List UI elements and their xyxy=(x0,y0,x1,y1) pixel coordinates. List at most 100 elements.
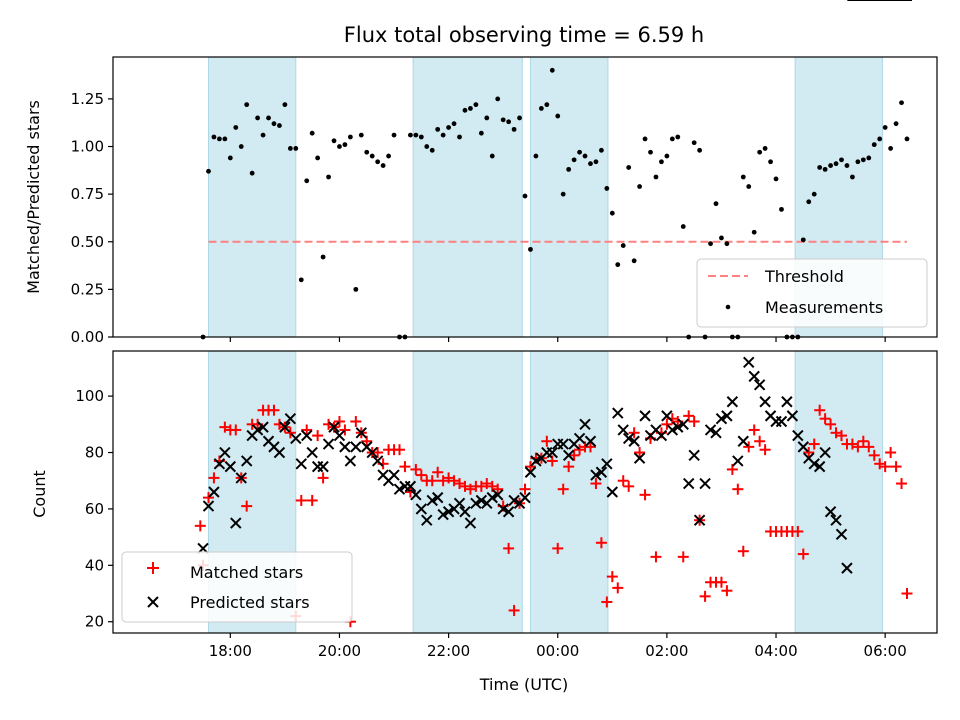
predicted-point xyxy=(737,435,749,447)
matched-point xyxy=(339,424,351,436)
predicted-point xyxy=(322,438,335,450)
predicted-point xyxy=(628,435,640,447)
y-tick-label: 1.00 xyxy=(71,138,104,156)
matched-point xyxy=(590,478,602,490)
predicted-point xyxy=(284,412,297,425)
measurement-point xyxy=(495,96,501,102)
y-tick-label: 0.25 xyxy=(71,280,104,298)
matched-point xyxy=(857,435,869,447)
measurement-point xyxy=(659,159,664,165)
predicted-point xyxy=(612,407,624,419)
predicted-point xyxy=(295,458,307,470)
predicted-point xyxy=(328,421,340,433)
predicted-point xyxy=(824,506,837,518)
measurement-point xyxy=(566,166,572,172)
predicted-point xyxy=(344,455,357,467)
measurement-point xyxy=(571,157,577,163)
matched-legend-swatch xyxy=(147,562,159,574)
measurement-point xyxy=(555,113,561,119)
predicted-point xyxy=(579,418,591,431)
matched-point xyxy=(563,461,575,473)
measurement-point xyxy=(860,157,866,163)
measurement-point xyxy=(478,130,484,136)
predicted-point xyxy=(355,427,367,439)
predicted-point xyxy=(524,466,537,478)
predicted-point xyxy=(388,469,400,481)
measurement-point xyxy=(517,115,522,121)
predicted-point xyxy=(410,489,422,501)
matched-point xyxy=(350,416,362,427)
predicted-point xyxy=(606,486,619,498)
measurement-point xyxy=(899,100,904,106)
measurement-point xyxy=(511,126,517,132)
measurement-point xyxy=(800,237,806,243)
measurement-point xyxy=(708,241,713,247)
shaded-interval xyxy=(207,56,297,338)
predicted-point xyxy=(633,452,646,464)
matched-point xyxy=(595,537,607,549)
matched-point xyxy=(797,548,809,560)
measurement-point xyxy=(484,115,490,121)
x-tick-label: 00:00 xyxy=(536,642,579,660)
measurement-point xyxy=(320,254,326,260)
predicted-point xyxy=(792,429,804,442)
measurement-point xyxy=(375,159,381,165)
predicted-point xyxy=(213,458,226,470)
predicted-point xyxy=(339,441,351,453)
measurement-point xyxy=(806,199,812,205)
shaded-interval xyxy=(412,56,523,338)
predicted-point xyxy=(431,491,444,504)
matched-point xyxy=(230,424,242,436)
predicted-point xyxy=(202,500,215,512)
measurement-point xyxy=(217,136,222,142)
matched-point xyxy=(415,469,427,481)
measurement-point xyxy=(255,115,261,121)
measurement-point xyxy=(877,136,883,142)
predicted-point xyxy=(655,429,668,442)
predicted-point xyxy=(726,396,739,408)
measurement-point xyxy=(538,106,544,111)
predicted-point xyxy=(317,460,329,473)
predicted-point xyxy=(677,418,689,431)
measurement-point xyxy=(260,132,266,138)
predicted-point xyxy=(710,427,722,439)
x-axis-label: Time (UTC) xyxy=(479,675,568,694)
measurement-point xyxy=(850,174,855,180)
measurement-point xyxy=(386,153,391,159)
matched-point xyxy=(503,542,515,554)
bottom-y-axis-label: Count xyxy=(30,470,49,518)
measurement-point xyxy=(757,149,763,155)
matched-point xyxy=(699,590,711,602)
matched-point xyxy=(492,483,504,495)
predicted-point xyxy=(835,528,848,541)
matched-point xyxy=(541,435,553,447)
measurement-point xyxy=(413,132,419,138)
y-tick-label: 40 xyxy=(85,556,104,574)
matched-point xyxy=(524,461,536,473)
measurement-point xyxy=(326,174,331,180)
matched-point xyxy=(508,604,520,616)
predicted-point xyxy=(601,458,613,470)
predicted-point xyxy=(683,477,695,490)
predicted-point xyxy=(622,432,635,445)
top-legend-box xyxy=(696,258,928,328)
shaded-interval xyxy=(794,350,883,634)
predicted-point xyxy=(841,562,853,574)
predicted-point xyxy=(819,446,831,459)
matched-point xyxy=(743,441,755,453)
measurement-point xyxy=(391,132,397,138)
top-y-axis-label: Matched/Predicted stars xyxy=(24,100,43,294)
predicted-point xyxy=(808,458,820,470)
measurement-point xyxy=(866,155,872,161)
measurement-point xyxy=(249,170,255,176)
measurement-point xyxy=(238,144,244,149)
measurement-point xyxy=(424,144,430,149)
predicted-point xyxy=(781,396,793,408)
measurement-point xyxy=(773,176,779,182)
matched-point xyxy=(519,483,531,495)
predicted-point xyxy=(770,415,782,428)
measurement-point xyxy=(817,165,823,170)
measurement-point xyxy=(353,286,359,292)
matched-point xyxy=(819,413,831,425)
matched-point xyxy=(612,582,624,594)
